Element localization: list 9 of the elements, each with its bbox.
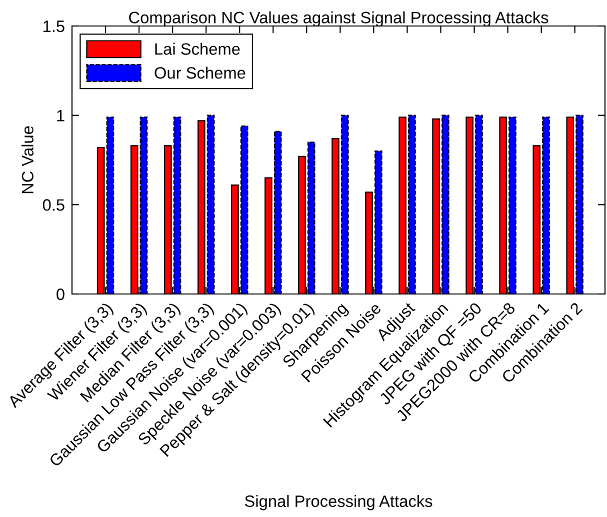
x-axis-title: Signal Processing Attacks — [244, 495, 432, 510]
y-tick-label: 1.5 — [44, 20, 64, 32]
y-axis-title: NC Value — [21, 126, 34, 194]
legend-label: Our Scheme — [154, 66, 246, 79]
y-tick-label: 1 — [57, 110, 64, 122]
y-tick-label: 0.5 — [42, 199, 64, 211]
legend-label: Lai Scheme — [155, 42, 240, 55]
y-tick-label: 0 — [56, 288, 64, 300]
chart-title: Comparison NC Values against Signal Processing Attacks — [129, 11, 548, 27]
